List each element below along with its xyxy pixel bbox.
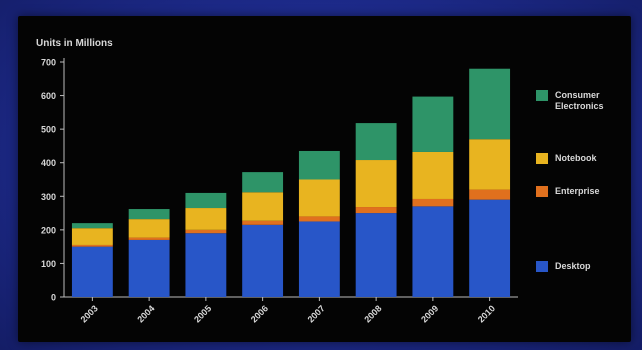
y-tick-label: 700: [41, 58, 56, 68]
legend-swatch-notebook: [536, 153, 548, 164]
x-tick-label: 2008: [362, 303, 383, 324]
bar-segment-enterprise: [128, 237, 170, 240]
bar-segment-desktop: [469, 199, 511, 297]
legend-swatch-desktop: [536, 261, 548, 272]
bar-segment-desktop: [412, 206, 454, 297]
x-tick-label: 2006: [249, 303, 270, 324]
bar-segment-enterprise: [242, 220, 284, 225]
bar-segment-notebook: [242, 192, 284, 221]
bar-segment-notebook: [469, 139, 511, 190]
x-tick-label: 2003: [79, 303, 100, 324]
x-tick-label: 2007: [306, 303, 327, 324]
bar-segment-desktop: [355, 213, 397, 297]
y-tick-label: 400: [41, 158, 56, 168]
y-tick-label: 600: [41, 91, 56, 101]
legend-item-consumer-electronics: Consumer Electronics: [536, 90, 615, 112]
bar-segment-enterprise: [355, 207, 397, 214]
bar-segment-consumer-electronics: [242, 172, 284, 193]
legend-label: Desktop: [555, 261, 591, 271]
bar-segment-desktop: [298, 221, 340, 297]
x-tick-label: 2004: [135, 303, 156, 324]
bar-segment-consumer-electronics: [469, 68, 511, 140]
bar-segment-notebook: [185, 208, 227, 230]
bar-segment-enterprise: [185, 229, 227, 234]
x-tick-label: 2010: [476, 303, 497, 324]
bar-segment-consumer-electronics: [71, 223, 113, 229]
y-axis-label: Units in Millions: [36, 38, 113, 49]
bar-segment-desktop: [71, 246, 113, 297]
bar-segment-consumer-electronics: [298, 150, 340, 180]
bar-segment-notebook: [71, 228, 113, 245]
legend-item-desktop: Desktop: [536, 261, 615, 272]
x-tick-label: 2009: [419, 303, 440, 324]
legend-item-notebook: Notebook: [536, 153, 615, 164]
y-tick-label: 200: [41, 225, 56, 235]
y-tick-label: 100: [41, 259, 56, 269]
bar-segment-desktop: [185, 233, 227, 297]
bar-segment-consumer-electronics: [128, 209, 170, 220]
legend-label: Notebook: [555, 153, 597, 163]
legend-item-enterprise: Enterprise: [536, 186, 615, 197]
bar-segment-consumer-electronics: [185, 192, 227, 209]
bar-segment-consumer-electronics: [355, 123, 397, 161]
bar-segment-enterprise: [469, 189, 511, 200]
bar-segment-notebook: [298, 179, 340, 217]
bar-segment-notebook: [412, 151, 454, 199]
legend-label: Consumer Electronics: [555, 90, 604, 111]
bar-segment-notebook: [128, 219, 170, 238]
y-tick-label: 300: [41, 192, 56, 202]
chart-panel: 0 100 200 300 400 500 600 700 2003 2004 2005 2006 20…: [18, 16, 631, 342]
bar-segment-notebook: [355, 160, 397, 208]
legend-swatch-enterprise: [536, 186, 548, 197]
bar-segment-desktop: [242, 224, 284, 297]
bar-segment-enterprise: [71, 244, 113, 247]
stacked-bar-chart: 0 100 200 300 400 500 600 700 2003 2004 2005 2006 20…: [41, 58, 518, 325]
legend-label: Enterprise: [555, 186, 600, 196]
bar-segment-desktop: [128, 239, 170, 297]
bar-segment-enterprise: [298, 216, 340, 222]
y-tick-label: 0: [51, 293, 56, 303]
bar-segment-enterprise: [412, 198, 454, 207]
y-tick-label: 500: [41, 125, 56, 135]
bar-segment-consumer-electronics: [412, 96, 454, 152]
x-tick-label: 2005: [192, 303, 213, 324]
legend-swatch-consumer-electronics: [536, 90, 548, 101]
